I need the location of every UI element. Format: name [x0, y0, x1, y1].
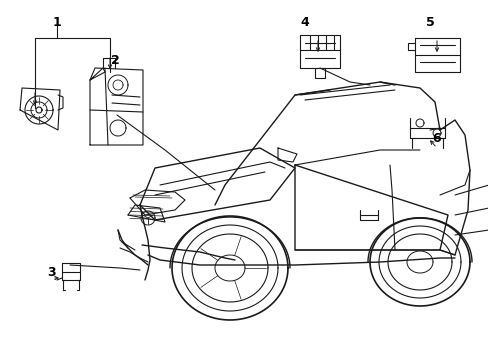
- Text: 2: 2: [110, 54, 119, 67]
- Text: 1: 1: [53, 15, 61, 28]
- Text: 3: 3: [48, 266, 56, 279]
- Text: 5: 5: [425, 15, 433, 28]
- Text: 4: 4: [300, 15, 309, 28]
- Text: 6: 6: [432, 131, 440, 144]
